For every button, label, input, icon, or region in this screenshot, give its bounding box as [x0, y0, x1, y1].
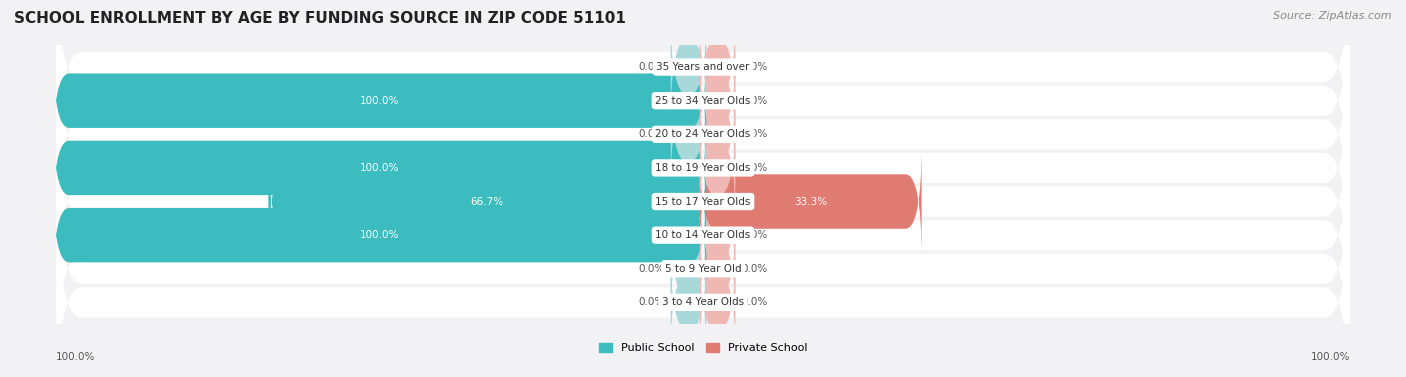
FancyBboxPatch shape — [56, 0, 1350, 220]
FancyBboxPatch shape — [56, 183, 1350, 377]
FancyBboxPatch shape — [53, 178, 706, 292]
FancyBboxPatch shape — [671, 10, 706, 124]
Text: 18 to 19 Year Olds: 18 to 19 Year Olds — [655, 163, 751, 173]
Text: 100.0%: 100.0% — [360, 230, 399, 240]
FancyBboxPatch shape — [700, 44, 735, 158]
FancyBboxPatch shape — [56, 0, 1350, 186]
FancyBboxPatch shape — [700, 78, 735, 191]
Text: SCHOOL ENROLLMENT BY AGE BY FUNDING SOURCE IN ZIP CODE 51101: SCHOOL ENROLLMENT BY AGE BY FUNDING SOUR… — [14, 11, 626, 26]
Text: 3 to 4 Year Olds: 3 to 4 Year Olds — [662, 297, 744, 307]
Text: 100.0%: 100.0% — [360, 163, 399, 173]
Text: 100.0%: 100.0% — [1310, 352, 1350, 362]
Text: 0.0%: 0.0% — [742, 264, 768, 274]
FancyBboxPatch shape — [700, 10, 735, 124]
FancyBboxPatch shape — [700, 145, 921, 258]
Text: 100.0%: 100.0% — [360, 96, 399, 106]
Text: 20 to 24 Year Olds: 20 to 24 Year Olds — [655, 129, 751, 139]
Text: 15 to 17 Year Olds: 15 to 17 Year Olds — [655, 196, 751, 207]
FancyBboxPatch shape — [56, 116, 1350, 354]
FancyBboxPatch shape — [56, 15, 1350, 254]
FancyBboxPatch shape — [269, 145, 706, 258]
FancyBboxPatch shape — [700, 245, 735, 359]
FancyBboxPatch shape — [53, 111, 706, 225]
Text: 0.0%: 0.0% — [638, 129, 664, 139]
Text: 0.0%: 0.0% — [742, 96, 768, 106]
Text: 0.0%: 0.0% — [742, 230, 768, 240]
Text: 100.0%: 100.0% — [56, 352, 96, 362]
FancyBboxPatch shape — [700, 111, 735, 225]
Text: 10 to 14 Year Olds: 10 to 14 Year Olds — [655, 230, 751, 240]
Legend: Public School, Private School: Public School, Private School — [595, 339, 811, 358]
Text: Source: ZipAtlas.com: Source: ZipAtlas.com — [1274, 11, 1392, 21]
FancyBboxPatch shape — [56, 49, 1350, 287]
FancyBboxPatch shape — [56, 82, 1350, 321]
Text: 0.0%: 0.0% — [742, 62, 768, 72]
FancyBboxPatch shape — [671, 245, 706, 359]
Text: 35 Years and over: 35 Years and over — [657, 62, 749, 72]
FancyBboxPatch shape — [700, 212, 735, 326]
Text: 0.0%: 0.0% — [742, 163, 768, 173]
Text: 0.0%: 0.0% — [638, 62, 664, 72]
Text: 0.0%: 0.0% — [742, 297, 768, 307]
FancyBboxPatch shape — [700, 178, 735, 292]
FancyBboxPatch shape — [53, 44, 706, 158]
FancyBboxPatch shape — [56, 149, 1350, 377]
Text: 5 to 9 Year Old: 5 to 9 Year Old — [665, 264, 741, 274]
Text: 66.7%: 66.7% — [471, 196, 503, 207]
Text: 25 to 34 Year Olds: 25 to 34 Year Olds — [655, 96, 751, 106]
Text: 0.0%: 0.0% — [742, 129, 768, 139]
FancyBboxPatch shape — [671, 212, 706, 326]
Text: 0.0%: 0.0% — [638, 297, 664, 307]
FancyBboxPatch shape — [671, 78, 706, 191]
Text: 33.3%: 33.3% — [794, 196, 827, 207]
Text: 0.0%: 0.0% — [638, 264, 664, 274]
